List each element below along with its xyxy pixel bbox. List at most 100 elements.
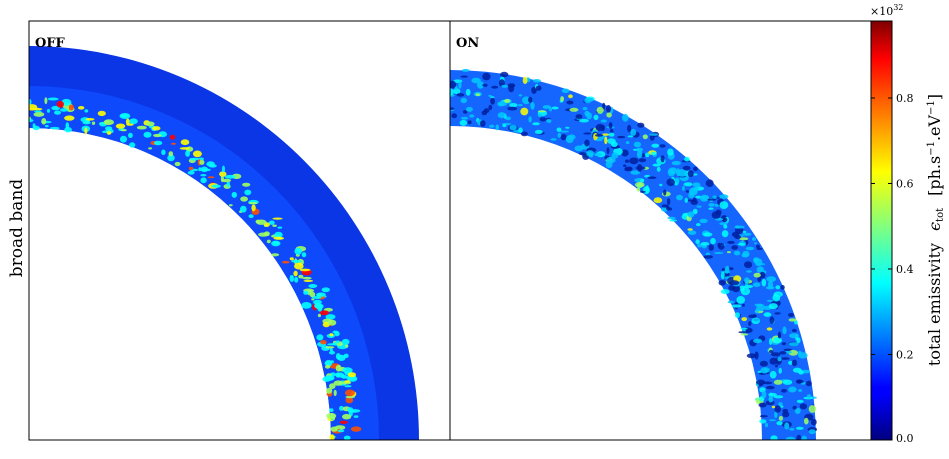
emission-streak	[345, 396, 354, 404]
emission-blob	[575, 114, 583, 120]
emission-blob	[687, 228, 693, 231]
emission-blob	[705, 179, 714, 187]
emission-streak	[44, 97, 48, 105]
emission-blob	[518, 94, 523, 97]
emission-blob	[744, 261, 753, 269]
emission-streak	[119, 113, 131, 119]
emission-blob	[759, 419, 767, 424]
emission-blob	[723, 224, 728, 229]
emission-blob	[621, 149, 629, 157]
emission-blob	[690, 187, 698, 194]
emission-streak	[326, 387, 333, 394]
emission-streak	[294, 276, 299, 283]
emission-blob	[488, 94, 492, 97]
emission-streak	[226, 181, 230, 188]
emission-blob	[756, 303, 766, 312]
emission-blob	[565, 135, 574, 144]
emission-blob	[518, 104, 523, 107]
emission-blob	[549, 107, 553, 112]
emission-streak	[171, 142, 176, 145]
emission-blob	[660, 155, 665, 163]
emission-blob	[482, 72, 491, 81]
emission-streak	[301, 302, 312, 309]
emission-blob	[805, 380, 812, 387]
emission-blob	[728, 284, 736, 291]
emission-streak	[319, 310, 330, 316]
emission-blob	[531, 86, 537, 94]
emission-blob	[765, 286, 775, 290]
emission-blob	[782, 326, 787, 335]
emission-blob	[727, 300, 735, 304]
emission-blob	[796, 434, 802, 440]
emission-blob	[630, 128, 637, 136]
emission-blob	[489, 124, 495, 128]
emission-streak	[56, 100, 64, 108]
emission-blob	[708, 244, 714, 251]
emission-blob	[450, 88, 454, 96]
emission-streak	[248, 202, 258, 205]
emission-blob	[595, 134, 604, 137]
emission-streak	[271, 253, 280, 257]
emission-streak	[312, 296, 322, 299]
emission-blob	[781, 389, 787, 393]
colorbar-label-units-sup2: −1	[926, 100, 937, 115]
emission-blob	[623, 164, 627, 167]
emission-blob	[542, 105, 551, 109]
emission-blob	[532, 122, 540, 126]
panel-off: OFF	[28, 20, 451, 441]
emission-blob	[666, 178, 675, 187]
emission-streak	[289, 275, 294, 278]
emission-blob	[627, 135, 634, 138]
emission-blob	[451, 113, 458, 119]
emission-streak	[298, 274, 304, 279]
emission-blob	[617, 135, 626, 139]
colorbar-label-units-a: [ph.s	[925, 156, 944, 196]
emission-streak	[167, 154, 175, 162]
emission-blob	[480, 120, 486, 127]
emission-blob	[774, 312, 781, 315]
emission-blob	[796, 399, 804, 403]
emission-blob	[600, 119, 607, 123]
emission-streak	[255, 219, 261, 224]
emission-blob	[467, 120, 472, 125]
emission-blob	[778, 415, 784, 421]
emission-blob	[605, 105, 612, 113]
emission-blob	[779, 351, 787, 355]
emission-streak	[222, 165, 225, 173]
emission-blob	[640, 178, 645, 183]
emission-blob	[770, 435, 778, 440]
emission-blob	[741, 303, 745, 307]
emission-blob	[753, 257, 760, 263]
emission-streak	[29, 118, 34, 123]
emission-blob	[608, 132, 615, 137]
emission-blob	[720, 289, 730, 295]
colorbar-multiplier-base: ×10	[870, 5, 893, 18]
emission-blob	[669, 219, 678, 222]
emission-streak	[350, 409, 361, 413]
colorbar-label-units-c: ]	[925, 94, 944, 100]
colorbar-label-symbol: ϵ	[925, 222, 944, 231]
emission-blob	[636, 186, 641, 192]
emission-blob	[465, 106, 473, 112]
colorbar-tick-label: 0.2	[896, 348, 914, 361]
emission-blob	[676, 168, 681, 177]
emission-blob	[801, 435, 807, 440]
emission-blob	[504, 98, 511, 103]
emission-blob	[566, 100, 574, 105]
emission-blob	[502, 124, 507, 128]
emission-blob	[746, 270, 752, 273]
emission-blob	[741, 317, 747, 322]
colorbar-tick-label: 0.0	[896, 432, 914, 445]
emission-blob	[692, 208, 698, 215]
emission-streak	[315, 303, 324, 309]
emission-streak	[308, 284, 318, 288]
emission-blob	[688, 192, 695, 199]
emission-blob	[465, 88, 471, 96]
emission-blob	[780, 285, 785, 290]
emission-blob	[710, 237, 716, 245]
emission-blob	[761, 390, 767, 399]
emission-blob	[791, 328, 797, 333]
emission-blob	[752, 237, 756, 241]
emission-blob	[518, 127, 523, 133]
emission-blob	[798, 389, 803, 392]
